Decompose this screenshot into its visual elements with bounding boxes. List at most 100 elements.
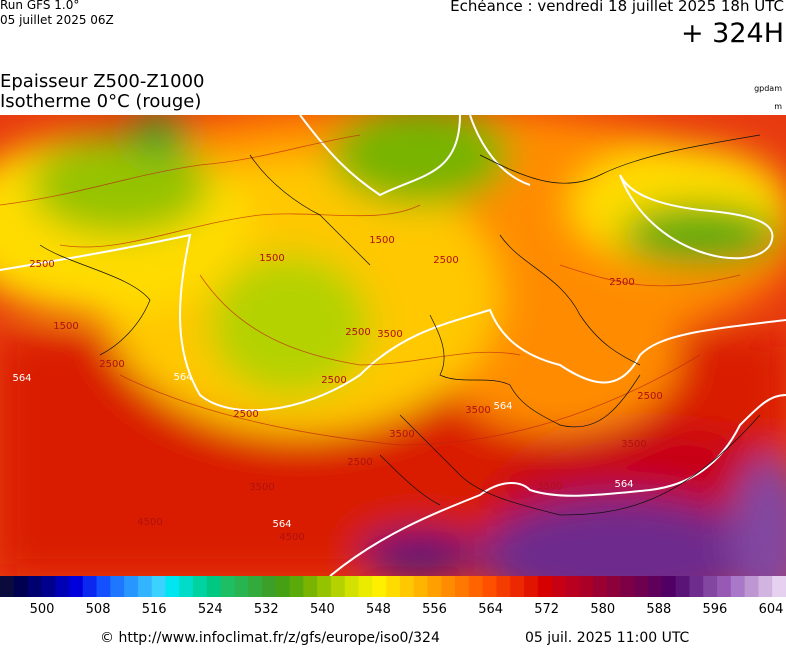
contour-label: 564 — [614, 479, 633, 490]
colorbar-swatch — [399, 576, 415, 597]
contour-label: 3500 — [249, 482, 274, 493]
colorbar-tick-label: 596 — [703, 602, 728, 617]
contour-label: 564 — [12, 373, 31, 384]
colorbar-swatch — [648, 576, 663, 597]
contour-label: 4500 — [137, 517, 162, 528]
colorbar-swatch — [482, 576, 497, 597]
colorbar-swatch — [758, 576, 773, 597]
colorbar-tick-label: 540 — [310, 602, 335, 617]
colorbar-tick-label: 516 — [142, 602, 167, 617]
colorbar-swatch — [41, 576, 56, 597]
contour-label: 564 — [493, 401, 512, 412]
run-date: 05 juillet 2025 06Z — [0, 13, 114, 27]
isotherm-zero — [0, 134, 741, 446]
colorbar-swatch — [165, 576, 180, 597]
colorbar-swatch — [730, 576, 746, 597]
colorbar-swatch — [565, 576, 580, 597]
contour-label: 564 — [173, 372, 192, 383]
contour-label: 4500 — [279, 532, 304, 543]
colorbar-swatch — [661, 576, 677, 597]
colorbar-swatch — [468, 576, 484, 597]
colorbar-swatch — [717, 576, 732, 597]
contour-label: 3500 — [465, 405, 490, 416]
colorbar-swatch — [275, 576, 291, 597]
contour-label: 3500 — [537, 481, 562, 492]
colorbar-swatch — [248, 576, 263, 597]
colorbar-swatch — [303, 576, 318, 597]
colorbar-swatch — [592, 576, 608, 597]
colorbar-swatch — [620, 576, 635, 597]
colorbar-swatch — [344, 576, 360, 597]
colorbar-tick-label: 508 — [86, 602, 111, 617]
footer-date: 05 juil. 2025 11:00 UTC — [525, 630, 690, 646]
contour-label: 3500 — [377, 329, 402, 340]
colorbar-tick-label: 532 — [254, 602, 279, 617]
colorbar-swatch — [703, 576, 718, 597]
colorbar-tick-label: 564 — [478, 602, 503, 617]
colorbar-swatch — [220, 576, 235, 597]
contour-label: 2500 — [433, 255, 458, 266]
colorbar-tick-label: 524 — [198, 602, 223, 617]
colorbar-swatch — [634, 576, 649, 597]
colorbar-swatch — [96, 576, 111, 597]
colorbar-swatch — [68, 576, 84, 597]
colorbar-swatch — [524, 576, 539, 597]
colorbar-swatch — [0, 576, 15, 597]
contour-label: 1500 — [259, 253, 284, 264]
thickness-field — [0, 115, 786, 576]
contour-label: 2500 — [637, 391, 662, 402]
title: Epaisseur Z500-Z1000 — [0, 71, 205, 92]
contour-label: 1500 — [53, 321, 78, 332]
colorbar-swatch — [606, 576, 622, 597]
colorbar-swatch — [744, 576, 759, 597]
colorbar-swatch — [82, 576, 98, 597]
colorbar-swatch — [510, 576, 525, 597]
source-url: © http://www.infoclimat.fr/z/gfs/europe/… — [100, 630, 440, 646]
colorbar-tick-label: 588 — [646, 602, 671, 617]
colorbar-swatch — [193, 576, 208, 597]
colorbar-swatch — [262, 576, 277, 597]
colorbar-swatch — [551, 576, 566, 597]
contour-label: 3500 — [389, 429, 414, 440]
contour-label: 3500 — [621, 439, 646, 450]
colorbar-swatch — [13, 576, 29, 597]
colorbar-tick-label: 572 — [534, 602, 559, 617]
unit: m — [774, 102, 782, 111]
unit: gpdam — [754, 84, 782, 93]
lead-time: + 324H — [680, 18, 784, 49]
colorbar-swatch — [441, 576, 456, 597]
colorbar-tick-label: 580 — [590, 602, 615, 617]
coastlines — [39, 134, 761, 516]
colorbar-swatch — [110, 576, 125, 597]
colorbar-swatch — [455, 576, 470, 597]
colorbar-swatch — [179, 576, 194, 597]
contour-label: 564 — [272, 519, 291, 530]
contour-label: 2500 — [347, 457, 372, 468]
colorbar-swatch — [537, 576, 553, 597]
colorbar-swatch — [55, 576, 70, 597]
colorbar-tick-label: 500 — [30, 602, 55, 617]
contour-label: 2500 — [345, 327, 370, 338]
forecast-time: Echéance : vendredi 18 juillet 2025 18h … — [450, 0, 784, 15]
colorbar-swatch — [317, 576, 332, 597]
colorbar-swatch — [124, 576, 139, 597]
colorbar-swatch — [27, 576, 42, 597]
colorbar: 500 508 516 524 532 540 548 556 564 572 580 588 596 6… — [0, 576, 786, 617]
colorbar-tick-label: 604 — [759, 602, 784, 617]
contour-label: 2500 — [609, 277, 634, 288]
colorbar-swatch — [206, 576, 222, 597]
subtitle: Isotherme 0°C (rouge) — [0, 91, 202, 112]
contour-label: 2500 — [321, 375, 346, 386]
colorbar-tick-label: 556 — [422, 602, 447, 617]
colorbar-swatch — [372, 576, 387, 597]
colorbar-swatch — [689, 576, 704, 597]
colorbar-swatch — [772, 576, 786, 597]
colorbar-swatch — [358, 576, 373, 597]
contour-label: 1500 — [369, 235, 394, 246]
colorbar-swatch — [579, 576, 594, 597]
contour-label: 2500 — [29, 259, 54, 270]
colorbar-swatch — [413, 576, 428, 597]
colorbar-swatch — [234, 576, 249, 597]
colorbar-tick-label: 548 — [366, 602, 391, 617]
colorbar-swatch — [496, 576, 511, 597]
